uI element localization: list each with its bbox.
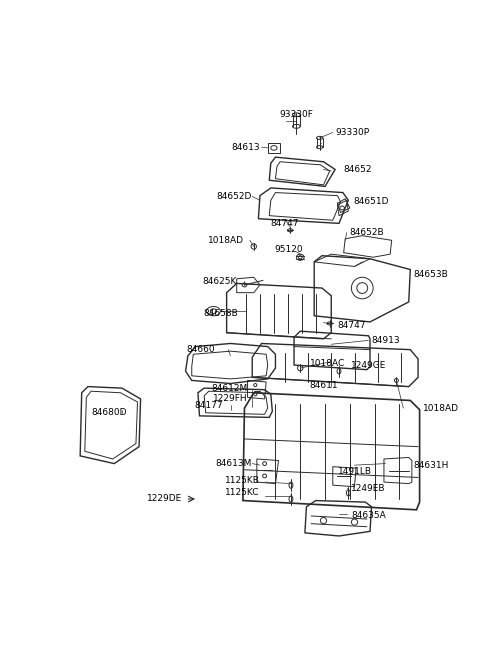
Text: 84177: 84177 <box>194 401 223 409</box>
Text: 84913: 84913 <box>372 336 400 345</box>
Text: 84747: 84747 <box>337 320 366 329</box>
Text: 1249GE: 1249GE <box>350 360 386 369</box>
Text: 1229DE: 1229DE <box>147 494 182 503</box>
Text: 84635A: 84635A <box>351 512 386 521</box>
Text: 84652B: 84652B <box>350 228 384 237</box>
Text: 1249EB: 1249EB <box>351 484 386 493</box>
Text: 1018AC: 1018AC <box>310 359 345 368</box>
Text: 1125KC: 1125KC <box>226 489 260 497</box>
Text: 84613M: 84613M <box>216 459 252 468</box>
Text: 93330F: 93330F <box>279 110 313 119</box>
Text: 84652: 84652 <box>343 165 372 174</box>
Text: 84680D: 84680D <box>92 408 127 417</box>
Text: 84658B: 84658B <box>204 309 238 318</box>
Text: 93330P: 93330P <box>335 128 369 137</box>
Text: 84652D: 84652D <box>217 192 252 201</box>
Text: 84747: 84747 <box>271 219 299 228</box>
Text: 1018AD: 1018AD <box>423 403 459 413</box>
Text: 84651D: 84651D <box>353 197 388 206</box>
Text: 1229FH: 1229FH <box>213 394 248 403</box>
Text: 1018AD: 1018AD <box>208 236 244 245</box>
Text: 95120: 95120 <box>274 245 303 254</box>
Text: 84612M: 84612M <box>211 384 248 392</box>
Text: 84625K: 84625K <box>203 276 237 286</box>
Text: 1125KB: 1125KB <box>225 476 260 485</box>
Text: 1491LB: 1491LB <box>337 467 372 476</box>
Text: 84660: 84660 <box>186 345 215 354</box>
Text: 84611: 84611 <box>309 381 338 390</box>
Text: 84613: 84613 <box>231 143 260 151</box>
Text: 84631H: 84631H <box>413 460 449 470</box>
Text: 84653B: 84653B <box>413 271 448 280</box>
